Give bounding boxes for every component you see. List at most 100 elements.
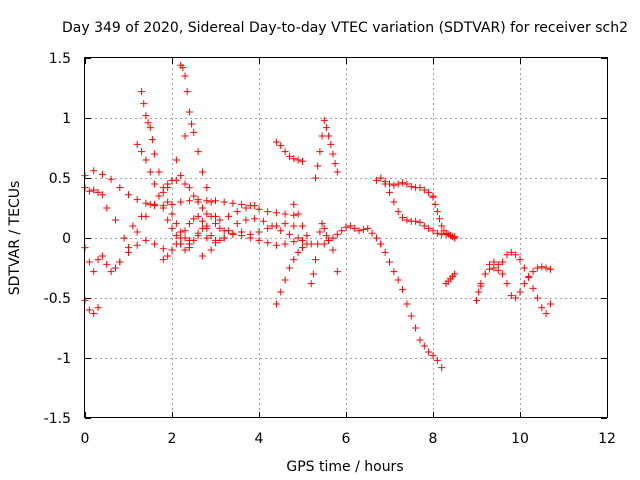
data-point [179,64,187,72]
data-point [103,260,111,268]
data-point [172,156,180,164]
data-point [111,216,119,224]
x-tick-label: 2 [168,431,177,447]
data-point [333,230,341,238]
data-point [381,248,389,256]
data-point [164,216,172,224]
data-point [377,240,385,248]
data-point [281,240,289,248]
data-point [316,148,324,156]
data-point [185,108,193,116]
data-point [90,167,98,175]
data-point [225,212,233,220]
data-point [364,224,372,232]
data-point [490,264,498,272]
data-point [85,306,93,314]
data-point [116,184,124,192]
data-point [142,156,150,164]
data-point [142,212,150,220]
data-point [181,180,189,188]
data-point [407,312,415,320]
data-point [412,217,420,225]
data-point [394,276,402,284]
data-point [329,246,337,254]
data-point [290,155,298,163]
data-point [307,280,315,288]
data-point [125,244,132,252]
data-point [159,204,167,212]
data-point [172,240,180,248]
data-point [264,208,272,216]
data-point [185,184,193,192]
series-track-7 [138,88,193,248]
x-tick-label: 8 [429,431,438,447]
data-point [351,224,359,232]
series-track-21 [381,180,459,241]
data-point [386,188,393,196]
data-point [107,175,115,183]
data-point [181,72,189,80]
data-point [216,224,224,232]
series-track-2 [81,184,106,199]
data-point [194,198,202,206]
data-point [129,222,137,230]
data-point [507,248,515,256]
data-point [281,220,289,228]
data-point [151,240,159,248]
data-point [233,208,241,216]
data-point [433,208,441,216]
y-tick-label: 1.5 [49,51,71,67]
data-point [181,246,189,254]
data-point [94,256,102,264]
data-point [316,228,324,236]
y-tick-labels: -1.5 -1 -0.5 0 0.5 1 1.5 [44,51,71,427]
data-point [438,364,446,372]
data-point [177,228,185,236]
data-point [198,217,206,225]
data-point [277,142,285,150]
data-point [516,256,524,264]
data-point [203,197,211,205]
data-point [183,88,191,96]
data-point [494,260,502,268]
data-point [431,200,439,208]
data-point [325,236,333,244]
data-point [318,132,326,140]
data-point [146,168,154,176]
data-point [420,222,428,230]
data-point [542,310,550,318]
data-point [299,236,306,244]
data-point [451,233,459,241]
data-point [94,304,102,312]
data-point [111,264,119,272]
data-point [190,236,198,244]
data-point [342,223,350,231]
data-point [90,310,98,318]
x-tick-labels: 0 2 4 6 8 10 12 [81,431,616,447]
data-point [538,263,546,271]
data-point [303,232,311,240]
data-point [198,168,206,176]
data-point [190,192,198,200]
data-point [164,180,172,188]
data-point [499,270,507,278]
data-point [133,196,141,204]
data-point [277,227,285,235]
data-point [294,210,302,218]
series-track-1 [81,167,298,219]
data-point [188,120,196,128]
data-point [416,184,424,192]
data-point [181,132,189,140]
data-point [533,294,541,302]
data-point [499,258,507,266]
data-point [85,187,93,195]
data-point [225,227,233,235]
series-track-23 [442,270,459,288]
data-point [403,180,411,188]
data-point [212,212,219,220]
data-point [372,176,380,184]
data-point [198,252,206,260]
data-point [233,220,241,228]
data-point [246,234,254,242]
